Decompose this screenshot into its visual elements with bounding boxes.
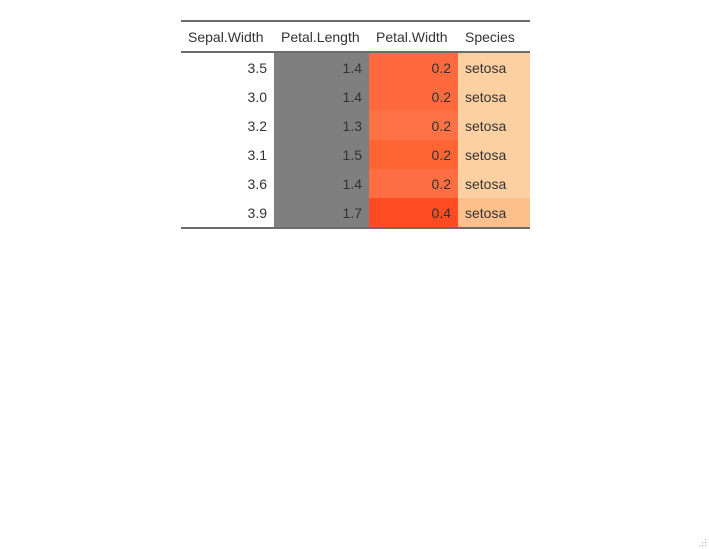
table-row: 3.5 1.4 0.2 setosa — [181, 52, 530, 82]
cell-species: setosa — [458, 82, 530, 111]
cell-petal-width: 0.2 — [369, 52, 458, 82]
cell-sepal-width: 3.0 — [247, 88, 267, 105]
cell-petal-length: 1.4 — [274, 52, 369, 82]
cell-petal-width: 0.2 — [369, 82, 458, 111]
cell-petal-length: 1.4 — [274, 169, 369, 198]
cell-species: setosa — [458, 111, 530, 140]
cell-petal-width: 0.4 — [369, 198, 458, 229]
cell-sepal-width: 3.1 — [247, 146, 267, 163]
cell-petal-length: 1.5 — [274, 140, 369, 169]
cell-petal-length: 1.7 — [274, 198, 369, 229]
column-header-petal-length: Petal.Length — [274, 20, 369, 53]
data-table-container: Sepal.Width Petal.Length Petal.Width Spe… — [181, 20, 530, 229]
table-row: 3.1 1.5 0.2 setosa — [181, 140, 530, 169]
table-header: Sepal.Width Petal.Length Petal.Width Spe… — [181, 20, 530, 53]
column-header-sepal-width: Sepal.Width — [181, 20, 274, 53]
cell-petal-width: 0.2 — [369, 111, 458, 140]
resize-grip-icon[interactable] — [697, 537, 707, 547]
cell-sepal-width: 3.9 — [181, 198, 274, 229]
cell-petal-width: 0.2 — [369, 140, 458, 169]
table-row: 3.0 1.4 0.2 setosa — [181, 82, 530, 111]
cell-species: setosa — [458, 198, 530, 229]
cell-petal-length: 1.4 — [274, 82, 369, 111]
table-row: 3.6 1.4 0.2 setosa — [181, 169, 530, 198]
iris-data-table: Sepal.Width Petal.Length Petal.Width Spe… — [181, 20, 530, 229]
cell-sepal-width: 3.2 — [247, 117, 267, 134]
cell-species: setosa — [458, 52, 530, 82]
table-row: 3.2 1.3 0.2 setosa — [181, 111, 530, 140]
cell-sepal-width: 3.5 — [247, 59, 267, 76]
cell-species: setosa — [458, 169, 530, 198]
cell-species: setosa — [458, 140, 530, 169]
column-header-species: Species — [458, 20, 530, 53]
table-body: 3.5 1.4 0.2 setosa 3.0 1.4 0.2 setosa 3.… — [181, 52, 530, 229]
header-row: Sepal.Width Petal.Length Petal.Width Spe… — [181, 20, 530, 53]
table-row: 3.9 1.7 0.4 setosa — [181, 198, 530, 229]
cell-sepal-width: 3.6 — [247, 175, 267, 192]
column-header-petal-width: Petal.Width — [369, 20, 458, 53]
cell-petal-width: 0.2 — [369, 169, 458, 198]
cell-petal-length: 1.3 — [274, 111, 369, 140]
